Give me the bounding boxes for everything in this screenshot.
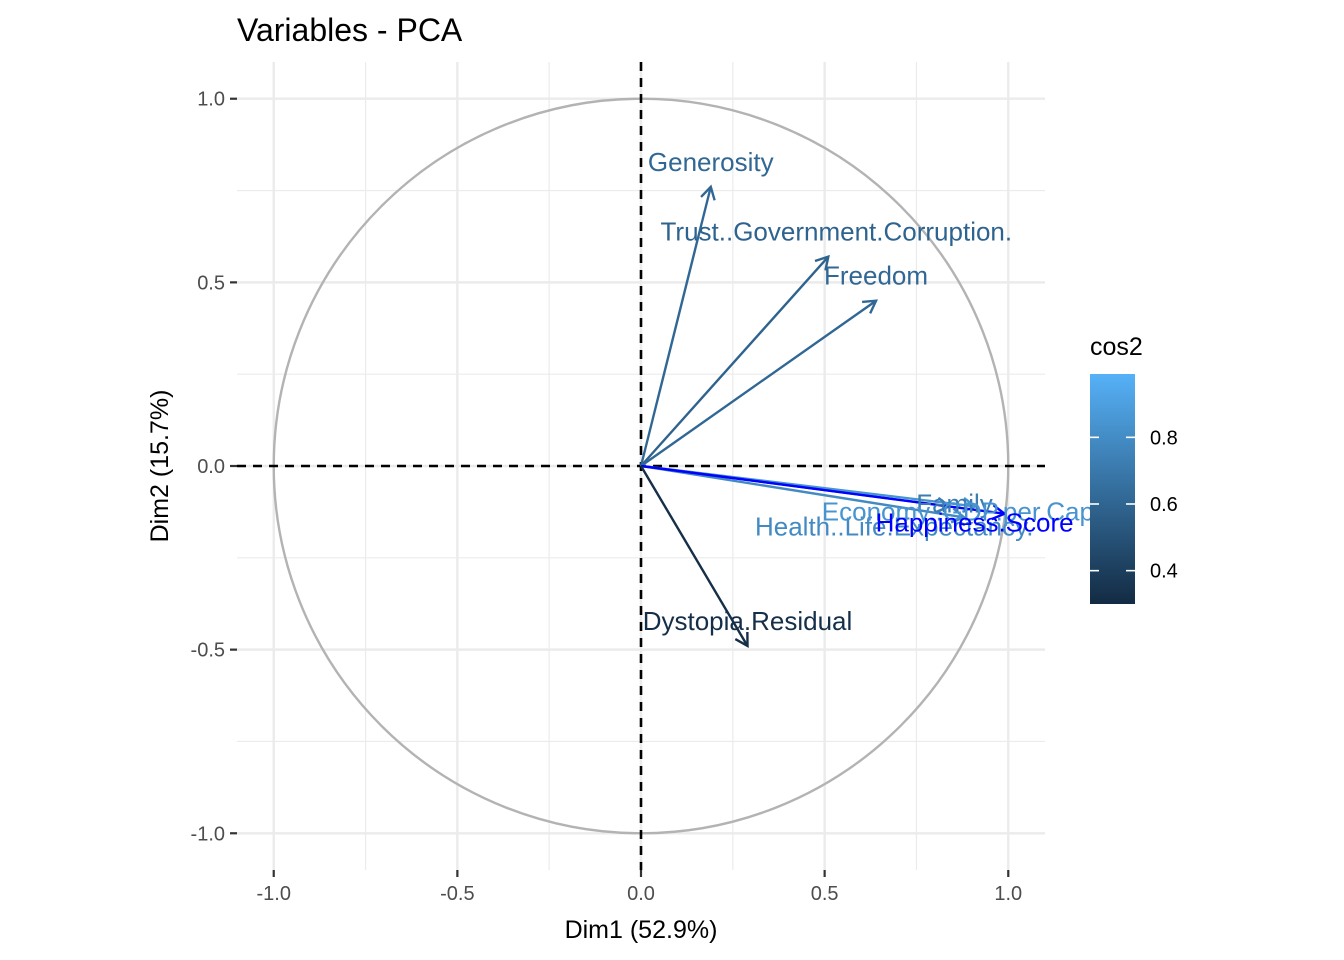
arrow-generosity — [639, 186, 712, 467]
legend-tick-label: 0.6 — [1150, 494, 1178, 516]
y-tick-label: 1.0 — [197, 89, 225, 111]
legend-tick-label: 0.4 — [1150, 561, 1178, 583]
legend-colorbar — [1090, 374, 1135, 604]
legend: cos2 0.4 0.6 0.8 — [1090, 333, 1178, 604]
variable-label-economy-gdp-per-capita: Economy..GDP.per.Capita. — [822, 496, 1129, 526]
y-tick-label: -0.5 — [191, 640, 225, 662]
y-axis-title: Dim2 (15.7%) — [146, 390, 174, 543]
arrowhead-economy-gdp-per-capita — [961, 497, 978, 513]
legend-title: cos2 — [1090, 333, 1143, 361]
axes-layer: -1.0 -0.5 0.0 0.5 1.0 1.0 0.5 0.0 -0.5 -1.0 — [191, 89, 1023, 905]
arrowhead-freedom — [862, 299, 879, 314]
legend-tick-label: 0.8 — [1150, 427, 1178, 449]
variable-label-trust-government-corruption: Trust..Government.Corruption. — [661, 217, 1013, 247]
arrow-health-life-expectancy — [640, 464, 965, 519]
x-axis-title: Dim1 (52.9%) — [565, 916, 718, 944]
arrowhead-dystopia-residual — [734, 631, 749, 649]
variable-label-happiness-score: Happiness.Score — [876, 508, 1074, 538]
arrow-trust-government-corruption — [640, 255, 830, 467]
arrow-dystopia-residual — [639, 465, 749, 647]
arrowhead-happiness-score — [991, 504, 1007, 521]
arrowhead-generosity — [700, 184, 716, 201]
variable-label-dystopia-residual: Dystopia.Residual — [643, 606, 853, 636]
variable-arrows-layer — [639, 184, 1007, 649]
variable-label-family: Family — [916, 488, 993, 518]
variable-labels-layer: Generosity Trust..Government.Corruption. F… — [643, 147, 1129, 636]
x-tick-label: 1.0 — [994, 883, 1022, 905]
y-tick-label: -1.0 — [191, 823, 225, 845]
x-tick-label: 0.0 — [627, 883, 655, 905]
arrow-happiness-score — [640, 464, 1005, 515]
arrowhead-trust-government-corruption — [814, 254, 830, 271]
y-tick-label: 0.0 — [197, 456, 225, 478]
x-tick-label: 0.5 — [811, 883, 839, 905]
variable-label-generosity: Generosity — [648, 147, 774, 177]
x-tick-label: -1.0 — [256, 883, 290, 905]
arrowhead-health-life-expectancy — [950, 507, 967, 524]
chart-title: Variables - PCA — [237, 12, 463, 48]
variable-label-freedom: Freedom — [824, 261, 928, 291]
arrow-freedom — [640, 299, 877, 467]
variable-label-health-life-expectancy: Health..Life.Expectancy. — [755, 511, 1033, 541]
x-tick-label: -0.5 — [440, 883, 474, 905]
y-tick-label: 0.5 — [197, 272, 225, 294]
